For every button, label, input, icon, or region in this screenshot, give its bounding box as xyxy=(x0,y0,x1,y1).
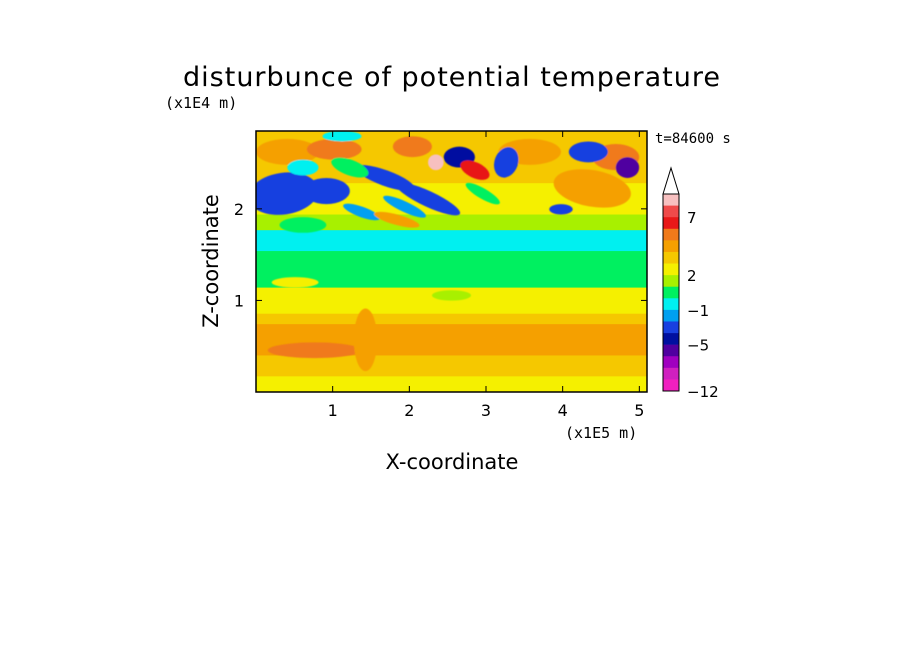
y-tick-label: 2 xyxy=(234,200,244,219)
colorbar-swatch xyxy=(663,356,679,369)
colorbar-swatch xyxy=(663,298,679,311)
field-feature xyxy=(374,211,420,228)
field-feature xyxy=(428,154,444,171)
field-feature xyxy=(383,195,426,218)
y-axis-label: Z-coordinate xyxy=(199,194,223,328)
colorbar-swatch xyxy=(663,263,679,276)
colorbar-label: −5 xyxy=(687,337,709,355)
field-feature xyxy=(615,157,640,178)
field-feature xyxy=(549,204,573,215)
x-unit-label: (x1E5 m) xyxy=(565,424,637,442)
chart-title: disturbunce of potential temperature xyxy=(183,62,721,93)
field-feature xyxy=(493,147,519,178)
y-unit-label: (x1E4 m) xyxy=(165,94,237,112)
colorbar-label: 2 xyxy=(687,267,697,285)
colorbar-label: −12 xyxy=(687,383,719,401)
y-axis: 12 xyxy=(234,200,647,310)
colorbar-arrow xyxy=(662,166,680,195)
field-feature xyxy=(431,290,472,301)
colorbar-swatch xyxy=(663,286,679,299)
x-tick-label: 2 xyxy=(404,401,414,420)
colorbar-swatch xyxy=(663,379,679,392)
field-feature xyxy=(279,217,327,233)
field-feature xyxy=(331,157,369,178)
colorbar: 7 2 −1 −5 −12 xyxy=(662,166,719,401)
plot-frame xyxy=(255,130,648,393)
colorbar-label: 7 xyxy=(687,209,697,227)
field-feature xyxy=(465,182,500,205)
field-feature xyxy=(256,172,319,215)
y-tick-label: 1 xyxy=(234,291,244,310)
time-label: t=84600 s xyxy=(655,131,731,147)
field-feature xyxy=(287,159,319,176)
colorbar-swatch xyxy=(663,344,679,357)
colorbar-swatch xyxy=(663,240,679,253)
field-feature xyxy=(322,131,362,142)
field-feature xyxy=(460,160,490,180)
x-axis-label: X-coordinate xyxy=(386,450,519,474)
field-band xyxy=(256,214,647,231)
x-tick-label: 4 xyxy=(558,401,568,420)
field-band xyxy=(256,266,647,289)
field-band xyxy=(256,230,647,252)
field-feature xyxy=(302,177,350,205)
colorbar-swatch xyxy=(663,228,679,241)
field-feature xyxy=(553,169,631,208)
field-feature xyxy=(271,277,319,288)
x-tick-label: 3 xyxy=(481,401,491,420)
colorbar-swatch xyxy=(663,217,679,230)
colorbar-swatch xyxy=(663,275,679,288)
colorbar-swatch xyxy=(663,194,679,206)
field-feature xyxy=(343,203,381,221)
field-feature xyxy=(353,308,378,372)
field-bands xyxy=(256,131,647,392)
colorbar-swatch xyxy=(663,333,679,345)
colorbar-swatch xyxy=(663,309,679,322)
contour-field xyxy=(256,131,647,392)
field-feature xyxy=(267,342,362,359)
colorbar-swatch xyxy=(663,205,679,218)
field-band xyxy=(256,376,647,392)
field-feature xyxy=(490,331,569,348)
field-feature xyxy=(306,138,362,160)
field-feature xyxy=(392,136,432,158)
field-feature xyxy=(256,138,319,165)
colorbar-frame xyxy=(662,193,680,392)
x-axis: 1 2 3 4 5 xyxy=(328,131,644,420)
field-feature xyxy=(395,182,461,216)
x-tick-label: 1 xyxy=(328,401,338,420)
colorbar-swatch xyxy=(663,251,679,264)
colorbar-swatch xyxy=(663,367,679,380)
field-band xyxy=(256,313,647,325)
field-feature xyxy=(568,141,608,163)
field-band xyxy=(256,251,647,268)
field-band xyxy=(256,355,647,377)
x-tick-label: 5 xyxy=(634,401,644,420)
colorbar-swatch xyxy=(663,321,679,334)
colorbar-label: −1 xyxy=(687,302,709,320)
